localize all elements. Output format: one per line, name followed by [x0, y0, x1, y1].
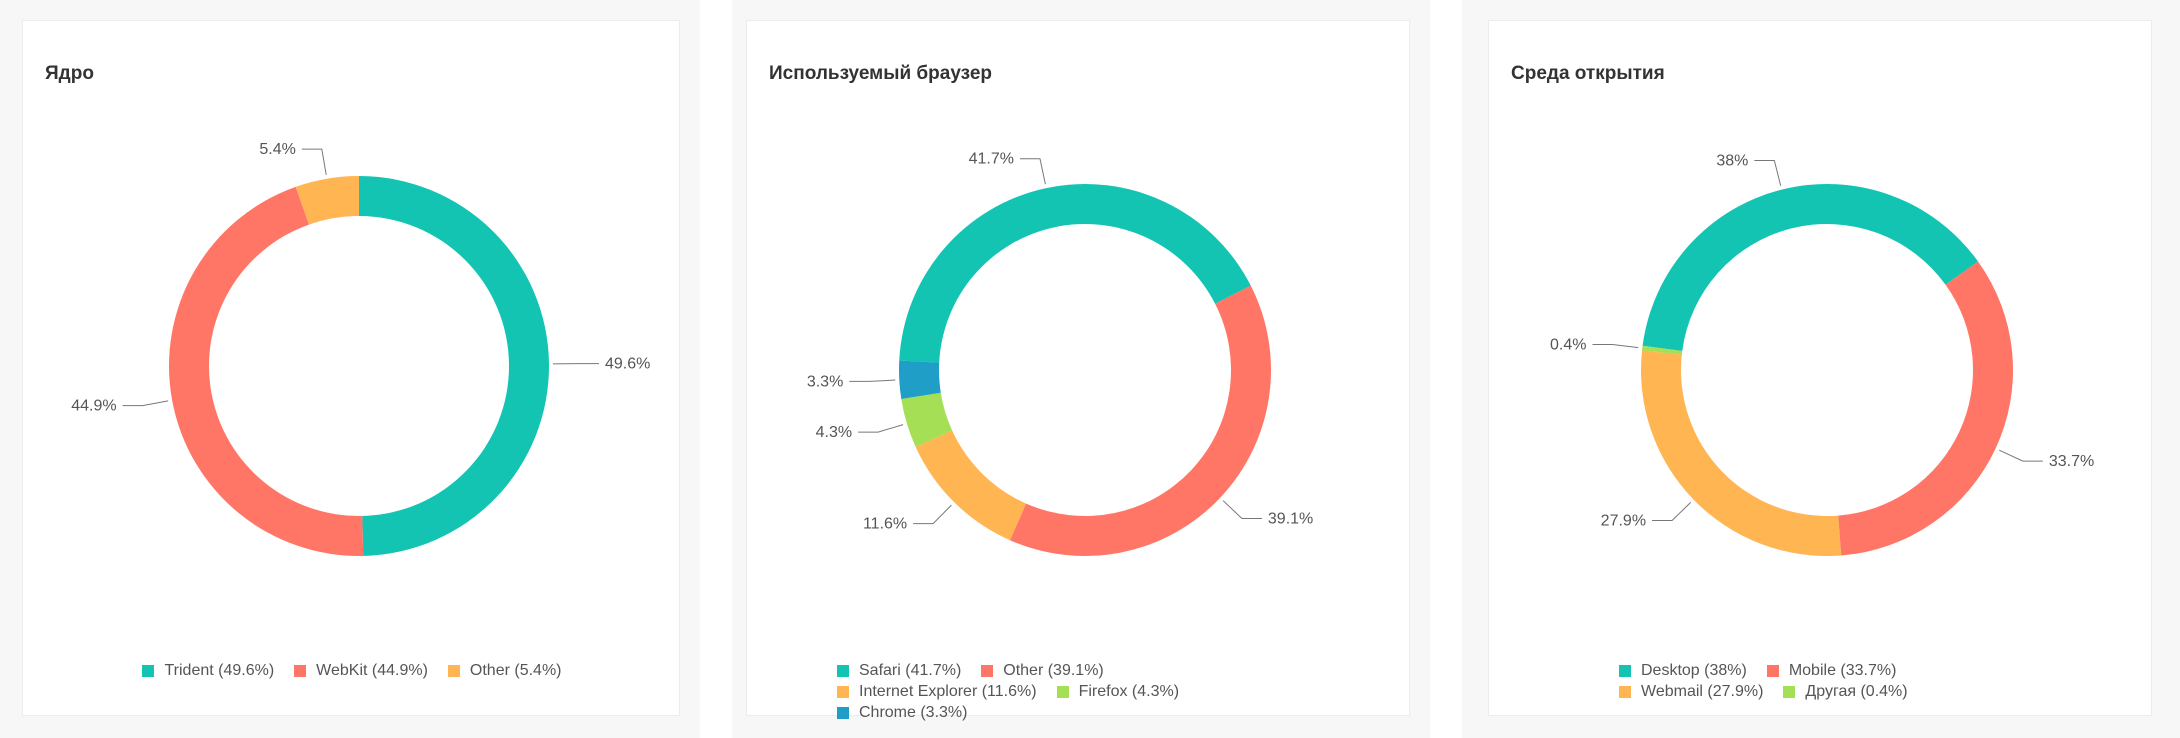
chart-legend: Safari (41.7%) Other (39.1%) Internet Expl…: [827, 660, 1307, 723]
legend-label: Webmail (27.9%): [1641, 683, 1764, 700]
legend-label: Other (39.1%): [1003, 662, 1104, 679]
data-label-leader: [858, 424, 904, 433]
donut-slice-internet-explorer[interactable]: [915, 430, 1027, 541]
legend-swatch: [837, 664, 849, 677]
data-label-mobile: 33.7%: [2049, 453, 2094, 470]
legend-label: Desktop (38%): [1641, 662, 1747, 679]
donut-slice-webkit[interactable]: [168, 186, 364, 557]
legend-item-webkit[interactable]: WebKit (44.9%): [294, 660, 428, 681]
donut-slice-другая[interactable]: [1642, 345, 1683, 355]
data-label-internet-explorer: 11.6%: [863, 516, 907, 533]
legend-item-other[interactable]: Other (5.4%): [447, 660, 562, 681]
data-label-leader: [1754, 160, 1782, 186]
legend-label: Internet Explorer (11.6%): [859, 683, 1037, 700]
legend-item-internet-explorer[interactable]: Internet Explorer (11.6%): [837, 681, 1037, 702]
legend-swatch: [837, 685, 849, 698]
legend-label: Other (5.4%): [469, 662, 562, 679]
legend-item-mobile[interactable]: Mobile (33.7%): [1766, 660, 1897, 681]
legend-item-другая[interactable]: Другая (0.4%): [1783, 681, 1908, 702]
legend-label: Safari (41.7%): [859, 662, 962, 679]
chart-card-environment: Среда открытия 38% 33.7% 27.9% 0.4% Desktop…: [1488, 20, 2152, 716]
legend-item-other[interactable]: Other (39.1%): [981, 660, 1104, 681]
donut-chart-core: 49.6% 44.9% 5.4%: [71, 141, 650, 557]
legend-item-trident[interactable]: Trident (49.6%): [142, 660, 274, 681]
legend-swatch: [447, 664, 460, 677]
data-label-chrome: 3.3%: [807, 373, 843, 390]
donut-slice-desktop[interactable]: [1642, 184, 1979, 351]
donut-chart-environment: 38% 33.7% 27.9% 0.4%: [1550, 153, 2094, 556]
data-label-trident: 49.6%: [605, 356, 650, 373]
data-label-leader: [1222, 500, 1262, 519]
chart-title: Ядро: [45, 63, 94, 84]
legend-swatch: [1056, 685, 1069, 698]
data-label-leader: [913, 504, 952, 525]
data-label-safari: 41.7%: [969, 151, 1014, 168]
legend-label: Mobile (33.7%): [1788, 662, 1897, 679]
chart-title: Используемый браузер: [769, 63, 993, 84]
donut-chart-browser: 41.7% 39.1% 11.6% 4.3% 3.3%: [807, 151, 1313, 556]
data-label-leader: [1999, 449, 2043, 462]
chart-card-browser: Используемый браузер 41.7% 39.1% 11.6% 4.3%…: [746, 20, 1410, 721]
data-label-leader: [1019, 158, 1046, 185]
data-label-leader: [122, 400, 169, 407]
legend-item-firefox[interactable]: Firefox (4.3%): [1056, 681, 1180, 702]
data-label-leader: [1652, 502, 1692, 521]
donut-slice-trident[interactable]: [359, 176, 550, 556]
legend-swatch: [1783, 685, 1796, 698]
data-label-leader: [1592, 344, 1639, 349]
data-label-другая: 0.4%: [1550, 337, 1586, 354]
legend-label: Другая (0.4%): [1805, 683, 1908, 700]
data-label-other: 5.4%: [259, 141, 295, 158]
data-label-leader: [849, 379, 896, 382]
chart-card-core: Ядро 49.6% 44.9% 5.4% Trident (49.6%) WebKi…: [22, 20, 680, 716]
panel-gutter: [1430, 0, 1462, 738]
data-label-leader: [301, 148, 327, 175]
donut-slice-safari[interactable]: [899, 184, 1251, 363]
legend-label: Chrome (3.3%): [859, 704, 968, 721]
legend-item-chrome[interactable]: Chrome (3.3%): [837, 702, 967, 723]
legend-swatch: [837, 706, 849, 719]
legend-label: WebKit (44.9%): [316, 662, 428, 679]
legend-label: Firefox (4.3%): [1078, 683, 1180, 700]
panel-gutter: [700, 0, 732, 738]
data-label-webkit: 44.9%: [71, 398, 116, 415]
legend-swatch: [294, 664, 307, 677]
donut-slice-firefox[interactable]: [901, 392, 953, 447]
legend-item-desktop[interactable]: Desktop (38%): [1619, 660, 1747, 681]
chart-legend: Trident (49.6%) WebKit (44.9%) Other (5.4%…: [23, 660, 681, 681]
data-label-webmail: 27.9%: [1601, 512, 1646, 529]
legend-item-safari[interactable]: Safari (41.7%): [837, 660, 961, 681]
legend-swatch: [1766, 664, 1779, 677]
legend-swatch: [142, 664, 155, 677]
donut-slice-webmail[interactable]: [1641, 350, 1842, 556]
chart-title: Среда открытия: [1511, 63, 1665, 84]
data-label-desktop: 38%: [1716, 153, 1748, 170]
donut-slice-other[interactable]: [1009, 285, 1271, 556]
legend-swatch: [1619, 685, 1631, 698]
donut-slice-chrome[interactable]: [899, 360, 941, 399]
data-label-other: 39.1%: [1268, 510, 1313, 527]
legend-item-webmail[interactable]: Webmail (27.9%): [1619, 681, 1763, 702]
data-label-firefox: 4.3%: [816, 424, 852, 441]
legend-label: Trident (49.6%): [164, 662, 275, 679]
chart-legend: Desktop (38%) Mobile (33.7%) Webmail (27.9…: [1609, 660, 2069, 702]
donut-slice-mobile[interactable]: [1838, 261, 2013, 556]
donut-slice-other[interactable]: [295, 176, 359, 225]
legend-swatch: [1619, 664, 1631, 677]
legend-swatch: [981, 664, 994, 677]
